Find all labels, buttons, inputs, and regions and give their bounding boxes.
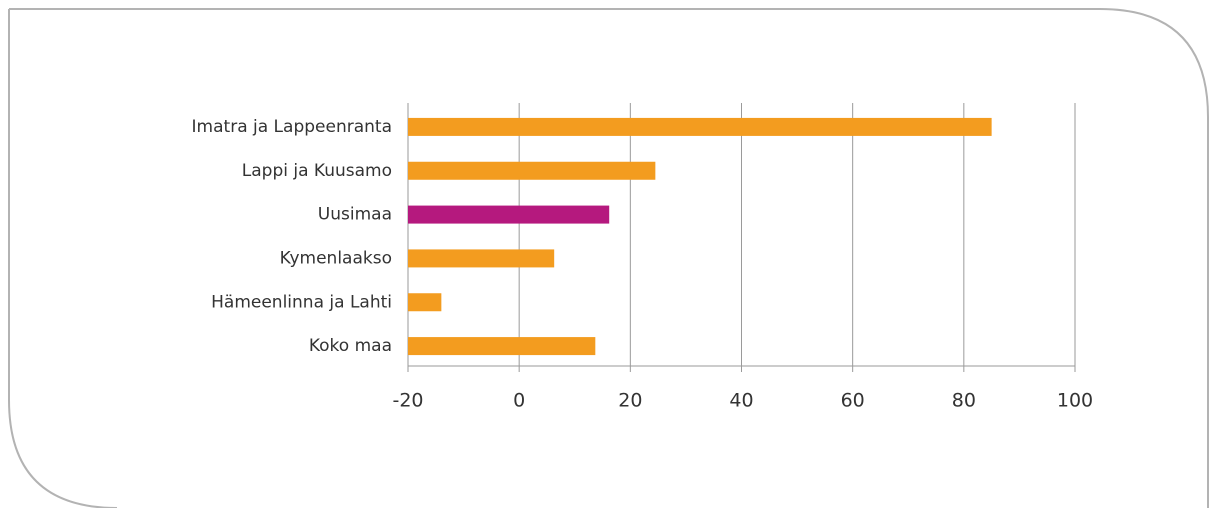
x-tick-label: 60 [841, 390, 865, 412]
y-tick-label: Kymenlaakso [280, 248, 392, 268]
x-tick-label: -20 [392, 390, 423, 412]
y-tick-label: Hämeenlinna ja Lahti [211, 292, 392, 312]
x-tick-label: 0 [513, 390, 525, 412]
bar [408, 249, 555, 268]
y-tick-label: Koko maa [309, 336, 392, 356]
bar [408, 205, 610, 224]
x-tick-label: 20 [618, 390, 642, 412]
bar [408, 337, 596, 356]
y-tick-label: Imatra ja Lappeenranta [192, 117, 392, 137]
x-tick-label: 80 [952, 390, 976, 412]
bar [408, 161, 656, 180]
x-tick-label: 100 [1057, 390, 1093, 412]
y-tick-label: Lappi ja Kuusamo [242, 161, 392, 181]
x-tick-label: 40 [729, 390, 753, 412]
frame [8, 8, 1209, 508]
y-tick-label: Uusimaa [318, 205, 392, 225]
bar [408, 117, 992, 136]
bar [408, 293, 442, 312]
